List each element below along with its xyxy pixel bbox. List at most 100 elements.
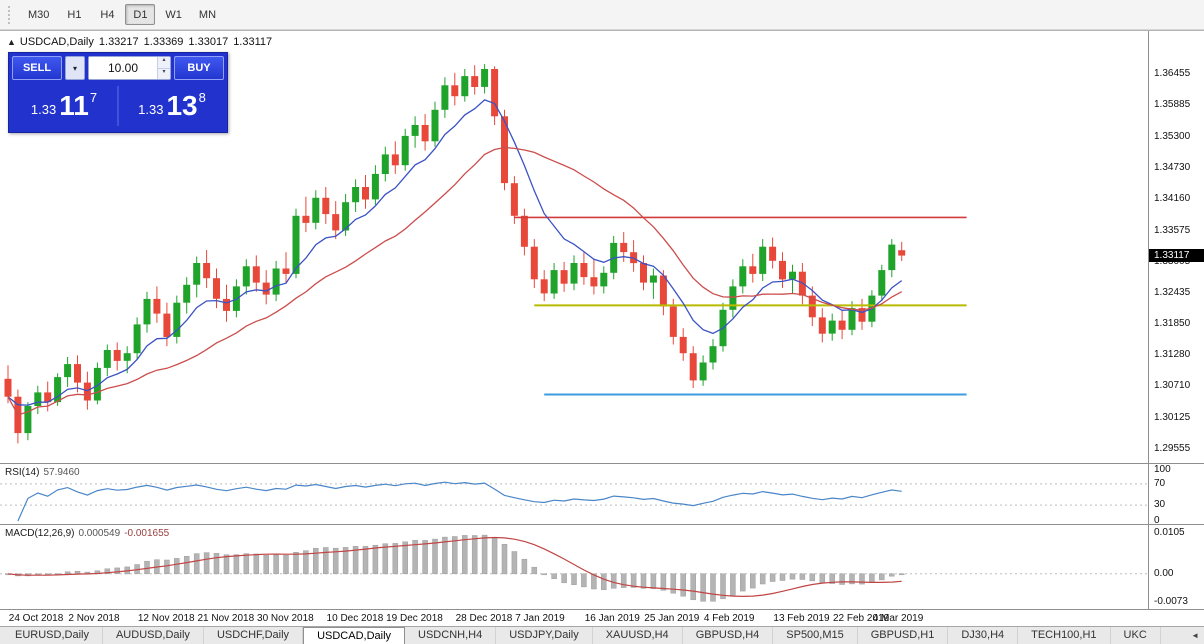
macd-histogram-bar bbox=[313, 547, 319, 575]
chart-tab-tech100-h1[interactable]: TECH100,H1 bbox=[1018, 627, 1111, 644]
volume-increment-button[interactable]: ▴ bbox=[158, 57, 170, 69]
date-label: 10 Dec 2018 bbox=[326, 613, 384, 624]
timeframe-button-m30[interactable]: M30 bbox=[21, 4, 56, 25]
macd-histogram-bar bbox=[64, 571, 71, 575]
timeframe-button-mn[interactable]: MN bbox=[192, 4, 223, 25]
macd-histogram-bar bbox=[710, 573, 716, 602]
buy-button[interactable]: BUY bbox=[174, 56, 224, 80]
candle-body bbox=[640, 263, 647, 283]
timeframe-button-h1[interactable]: H1 bbox=[59, 4, 89, 25]
chart-tab-audusd-daily[interactable]: AUDUSD,Daily bbox=[103, 627, 204, 644]
price-tick-label: 1.34160 bbox=[1154, 192, 1191, 204]
candle-body bbox=[282, 268, 290, 274]
chart-tab-eurusd-daily[interactable]: EURUSD,Daily bbox=[2, 627, 103, 644]
candle-body bbox=[828, 320, 836, 334]
macd-tick-label: -0.0073 bbox=[1154, 596, 1188, 608]
buy-price[interactable]: 1.33 13 8 bbox=[120, 83, 224, 129]
date-label: 16 Jan 2019 bbox=[584, 613, 640, 624]
time-axis[interactable]: 24 Oct 2018 2 Nov 2018 12 Nov 2018 21 Nov 2… bbox=[0, 609, 1204, 627]
macd-main-value: 0.000549 bbox=[78, 528, 121, 539]
candle-body bbox=[371, 173, 379, 200]
macd-histogram-bar bbox=[601, 573, 607, 590]
candle-body bbox=[779, 260, 786, 280]
trade-panel-toggle-icon[interactable]: ▲ bbox=[7, 37, 16, 47]
timeframe-button-h4[interactable]: H4 bbox=[92, 4, 122, 25]
candle-body bbox=[34, 392, 42, 406]
macd-indicator-label: MACD(12,26,9) 0.000549 -0.001655 bbox=[5, 528, 169, 539]
candle-body bbox=[550, 270, 558, 294]
candle-body bbox=[163, 313, 171, 337]
macd-name: MACD(12,26,9) bbox=[5, 528, 75, 539]
macd-chart[interactable] bbox=[0, 525, 1148, 610]
candlestick-chart[interactable] bbox=[0, 31, 1148, 463]
price-tick-label: 1.30710 bbox=[1154, 380, 1191, 392]
candle-body bbox=[352, 187, 360, 203]
trade-controls-row: SELL ▾ ▴ ▾ BUY bbox=[12, 56, 224, 80]
macd-histogram-bar bbox=[183, 556, 190, 575]
chart-tab-sp500-m15[interactable]: SP500,M15 bbox=[773, 627, 858, 644]
volume-input[interactable] bbox=[89, 57, 157, 79]
price-tick-label: 1.29555 bbox=[1154, 443, 1191, 455]
date-label: 2 Nov 2018 bbox=[68, 613, 120, 624]
macd-histogram-bar bbox=[839, 573, 845, 585]
volume-stepper: ▴ ▾ bbox=[157, 57, 170, 79]
macd-histogram-bar bbox=[769, 573, 776, 582]
chart-tab-gbpusd-h4[interactable]: GBPUSD,H4 bbox=[683, 627, 774, 644]
sell-price[interactable]: 1.33 11 7 bbox=[12, 83, 116, 129]
rsi-indicator-label: RSI(14) 57.9460 bbox=[5, 467, 80, 478]
macd-histogram-bar bbox=[342, 547, 349, 575]
macd-axis[interactable]: 0.0105 0.00 -0.0073 bbox=[1148, 525, 1204, 609]
macd-histogram-bar bbox=[859, 573, 865, 585]
chart-tab-usdchf-daily[interactable]: USDCHF,Daily bbox=[204, 627, 304, 644]
chart-tab-usdjpy-daily[interactable]: USDJPY,Daily bbox=[496, 627, 593, 644]
macd-histogram-bar bbox=[889, 573, 895, 577]
price-axis[interactable]: 1.36455 1.35885 1.35300 1.34730 1.34160 1.335… bbox=[1148, 31, 1204, 463]
chart-tab-usdcnh-h4[interactable]: USDCNH,H4 bbox=[405, 627, 497, 644]
tabs-scroll-left-icon[interactable]: ◄ bbox=[1188, 631, 1202, 640]
candle-body bbox=[411, 125, 419, 136]
macd-histogram-bar bbox=[392, 543, 399, 575]
ma-slow-line bbox=[7, 146, 903, 416]
macd-histogram-bar bbox=[193, 553, 200, 575]
candle-body bbox=[461, 76, 469, 97]
sell-price-point: 7 bbox=[89, 89, 98, 105]
candle-body bbox=[570, 263, 578, 284]
candle-body bbox=[560, 270, 568, 284]
rsi-chart[interactable] bbox=[0, 464, 1148, 525]
macd-histogram-bar bbox=[164, 559, 170, 575]
candle-body bbox=[223, 298, 230, 311]
chart-tab-xauusd-h4[interactable]: XAUUSD,H4 bbox=[593, 627, 683, 644]
macd-histogram-bar bbox=[650, 573, 657, 589]
current-price-badge: 1.33117 bbox=[1149, 248, 1204, 262]
chart-tab-gbpusd-h1[interactable]: GBPUSD,H1 bbox=[858, 627, 949, 644]
macd-histogram-bar bbox=[471, 535, 478, 575]
volume-decrement-button[interactable]: ▾ bbox=[158, 68, 170, 79]
macd-histogram-bar bbox=[402, 541, 408, 575]
ma-fast-line bbox=[7, 99, 903, 406]
candle-body bbox=[808, 295, 816, 318]
macd-histogram-bar bbox=[412, 540, 418, 575]
candle-body bbox=[332, 214, 340, 231]
candle-body bbox=[590, 277, 598, 287]
macd-histogram-bar bbox=[789, 573, 796, 580]
macd-histogram-bar bbox=[462, 535, 468, 575]
timeframe-button-w1[interactable]: W1 bbox=[158, 4, 189, 25]
toolbar-drag-handle-icon[interactable] bbox=[8, 5, 13, 24]
rsi-axis[interactable]: 100 70 30 0 bbox=[1148, 464, 1204, 526]
sell-button[interactable]: SELL bbox=[12, 56, 62, 80]
chart-tab-ukc[interactable]: UKC bbox=[1111, 627, 1161, 644]
candle-body bbox=[44, 392, 52, 403]
macd-histogram-bar bbox=[273, 554, 279, 575]
macd-histogram-bar bbox=[640, 573, 647, 589]
volume-dropdown-button[interactable]: ▾ bbox=[65, 56, 85, 80]
chart-tab-usdcad-daily[interactable]: USDCAD,Daily bbox=[303, 627, 406, 644]
macd-histogram-bar bbox=[809, 573, 816, 582]
candle-body bbox=[481, 69, 489, 87]
timeframe-button-d1[interactable]: D1 bbox=[125, 4, 156, 25]
chart-tab-dj30-h4[interactable]: DJ30,H4 bbox=[948, 627, 1019, 644]
sell-price-figure: 1.33 bbox=[30, 101, 57, 117]
macd-signal-line bbox=[7, 536, 902, 598]
candle-body bbox=[471, 76, 479, 87]
main-chart-panel: 1.36455 1.35885 1.35300 1.34730 1.34160 1.335… bbox=[0, 31, 1204, 463]
candle-body bbox=[600, 272, 608, 287]
